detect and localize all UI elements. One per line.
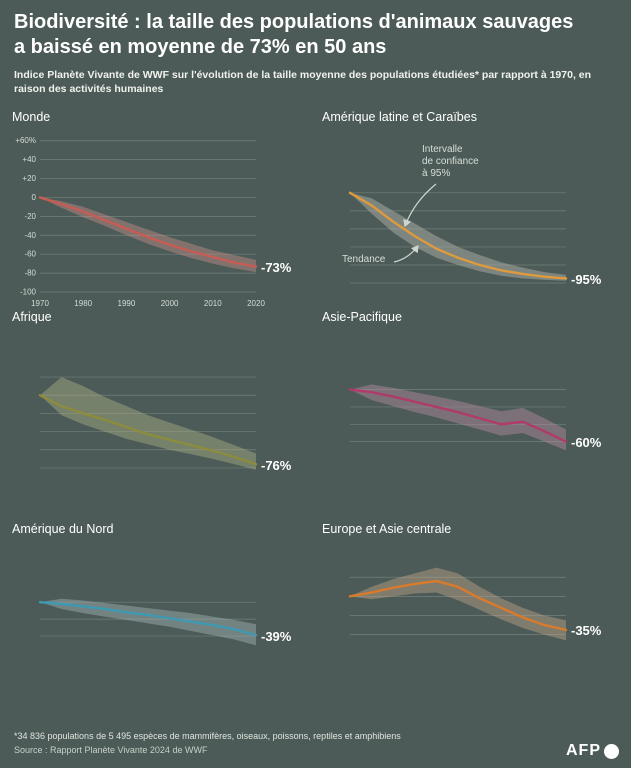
value-label-afrique: -76% [261,457,292,473]
value-label-amerique-latine: -95% [571,271,602,287]
chart-cell-amerique-latine: Amérique latine et Caraïbes -95% Interva… [320,110,621,310]
line-chart-amerique-latine [348,191,568,284]
svg-text:2020: 2020 [247,299,265,308]
line-chart-asie-pacifique [348,384,568,451]
chart-title-afrique: Afrique [12,310,52,325]
svg-text:+20: +20 [22,174,36,183]
afp-logo-text: AFP [566,742,601,759]
chart-title-monde: Monde [12,110,51,125]
footnote: *34 836 populations de 5 495 espèces de … [14,731,401,741]
page-title: Biodiversité : la taille des populations… [14,11,574,58]
page-subtitle: Indice Planète Vivante de WWF sur l'évol… [14,69,592,96]
svg-text:2000: 2000 [161,299,179,308]
plot-amerique-nord: -39% [10,586,308,658]
svg-text:1990: 1990 [118,299,136,308]
svg-text:+40: +40 [22,155,36,164]
line-chart-afrique [38,377,258,471]
svg-text:-100: -100 [20,288,37,297]
afp-logo-dot-icon [604,743,619,759]
value-label-monde: -73% [261,259,292,275]
svg-text:0: 0 [32,193,37,202]
trend-annotation: Tendance [342,254,386,266]
plot-europe-asie-centrale: -35% [320,554,618,654]
plot-amerique-latine: -95% [320,176,618,288]
svg-text:-80: -80 [24,269,36,278]
chart-cell-afrique: Afrique -76% [10,310,311,522]
chart-title-amerique-nord: Amérique du Nord [12,522,114,537]
svg-text:1970: 1970 [31,299,49,308]
value-label-europe-asie-centrale: -35% [571,623,602,639]
header: Biodiversité : la taille des populations… [0,0,631,96]
chart-title-asie-pacifique: Asie-Pacifique [322,310,402,325]
charts-grid: Monde +60% +40 +20 0 -20 -40 -60 -80 -100 1970 198… [0,96,631,694]
line-chart-monde: +60% +40 +20 0 -20 -40 -60 -80 -100 1970 1980 1990 2… [15,137,265,309]
value-label-asie-pacifique: -60% [571,434,602,450]
chart-cell-monde: Monde +60% +40 +20 0 -20 -40 -60 -80 -100 1970 198… [10,110,311,310]
svg-text:-40: -40 [24,231,36,240]
source-credit: Source : Rapport Planète Vivante 2024 de… [14,745,208,755]
chart-title-amerique-latine: Amérique latine et Caraïbes [322,110,477,125]
svg-text:1980: 1980 [74,299,92,308]
line-chart-europe-asie-centrale [348,567,568,641]
plot-afrique: -76% [10,362,308,482]
svg-text:-60: -60 [24,250,36,259]
chart-cell-amerique-nord: Amérique du Nord -39% [10,522,311,694]
plot-asie-pacifique: -60% [320,368,618,464]
plot-monde: +60% +40 +20 0 -20 -40 -60 -80 -100 1970 1980 1990 2… [10,130,308,312]
line-chart-amerique-nord [38,599,258,646]
svg-text:2010: 2010 [204,299,222,308]
chart-title-europe-asie-centrale: Europe et Asie centrale [322,522,452,537]
afp-logo: AFP [566,742,619,760]
svg-text:+60%: +60% [15,137,36,146]
svg-text:-20: -20 [24,212,36,221]
chart-cell-europe-asie-centrale: Europe et Asie centrale -35% [320,522,621,694]
chart-cell-asie-pacifique: Asie-Pacifique -60% [320,310,621,522]
value-label-amerique-nord: -39% [261,628,292,644]
confidence-interval-annotation: Intervalle de confiance à 95% [422,144,479,179]
